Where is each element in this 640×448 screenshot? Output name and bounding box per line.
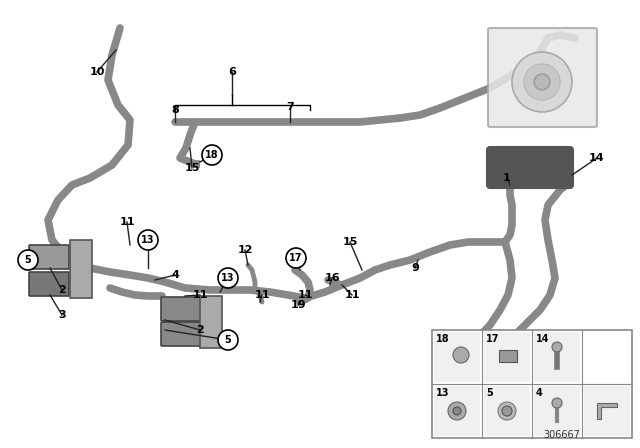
Bar bbox=[434, 386, 480, 436]
Text: 2: 2 bbox=[58, 285, 66, 295]
Circle shape bbox=[218, 330, 238, 350]
Text: 14: 14 bbox=[536, 334, 550, 344]
Text: 5: 5 bbox=[24, 255, 31, 265]
Text: 11: 11 bbox=[297, 290, 313, 300]
Text: 13: 13 bbox=[436, 388, 449, 398]
Circle shape bbox=[138, 230, 158, 250]
Circle shape bbox=[552, 342, 562, 352]
Bar bbox=[434, 332, 480, 382]
FancyBboxPatch shape bbox=[161, 322, 201, 346]
Text: 8: 8 bbox=[171, 105, 179, 115]
Text: 4: 4 bbox=[536, 388, 543, 398]
Text: 5: 5 bbox=[225, 335, 232, 345]
Text: 7: 7 bbox=[286, 102, 294, 112]
FancyBboxPatch shape bbox=[488, 28, 597, 127]
Text: 11: 11 bbox=[254, 290, 269, 300]
Bar bbox=[484, 332, 530, 382]
Text: 11: 11 bbox=[344, 290, 360, 300]
Text: 5: 5 bbox=[486, 388, 493, 398]
Bar bbox=[432, 330, 632, 438]
FancyBboxPatch shape bbox=[29, 245, 69, 269]
Circle shape bbox=[524, 64, 560, 100]
Circle shape bbox=[453, 347, 469, 363]
FancyBboxPatch shape bbox=[161, 297, 201, 321]
Text: 14: 14 bbox=[589, 153, 605, 163]
Text: 15: 15 bbox=[184, 163, 200, 173]
Text: 17: 17 bbox=[289, 253, 303, 263]
Circle shape bbox=[286, 248, 306, 268]
Text: 18: 18 bbox=[205, 150, 219, 160]
Text: 9: 9 bbox=[411, 263, 419, 273]
Bar bbox=[534, 332, 580, 382]
Bar bbox=[534, 386, 580, 436]
Circle shape bbox=[18, 250, 38, 270]
Text: 306667: 306667 bbox=[543, 430, 580, 440]
Polygon shape bbox=[597, 403, 617, 419]
Text: 15: 15 bbox=[342, 237, 358, 247]
Bar bbox=[484, 386, 530, 436]
FancyBboxPatch shape bbox=[70, 240, 92, 298]
Text: 16: 16 bbox=[324, 273, 340, 283]
Text: 2: 2 bbox=[196, 325, 204, 335]
Bar bbox=[499, 350, 517, 362]
Text: 11: 11 bbox=[119, 217, 135, 227]
Text: 12: 12 bbox=[237, 245, 253, 255]
Text: 13: 13 bbox=[141, 235, 155, 245]
Text: 6: 6 bbox=[228, 67, 236, 77]
Text: 13: 13 bbox=[221, 273, 235, 283]
Bar bbox=[584, 386, 630, 436]
Text: 18: 18 bbox=[436, 334, 450, 344]
Circle shape bbox=[202, 145, 222, 165]
Circle shape bbox=[502, 406, 512, 416]
FancyBboxPatch shape bbox=[487, 147, 573, 188]
Circle shape bbox=[534, 74, 550, 90]
Text: 4: 4 bbox=[171, 270, 179, 280]
Circle shape bbox=[498, 402, 516, 420]
Text: 11: 11 bbox=[192, 290, 208, 300]
FancyBboxPatch shape bbox=[29, 272, 69, 296]
Circle shape bbox=[453, 407, 461, 415]
Circle shape bbox=[512, 52, 572, 112]
Text: 10: 10 bbox=[90, 67, 105, 77]
Text: 1: 1 bbox=[503, 173, 511, 183]
Circle shape bbox=[218, 268, 238, 288]
Circle shape bbox=[448, 402, 466, 420]
Text: 19: 19 bbox=[290, 300, 306, 310]
Text: 17: 17 bbox=[486, 334, 499, 344]
Text: 3: 3 bbox=[58, 310, 66, 320]
Circle shape bbox=[552, 398, 562, 408]
FancyBboxPatch shape bbox=[200, 296, 222, 348]
